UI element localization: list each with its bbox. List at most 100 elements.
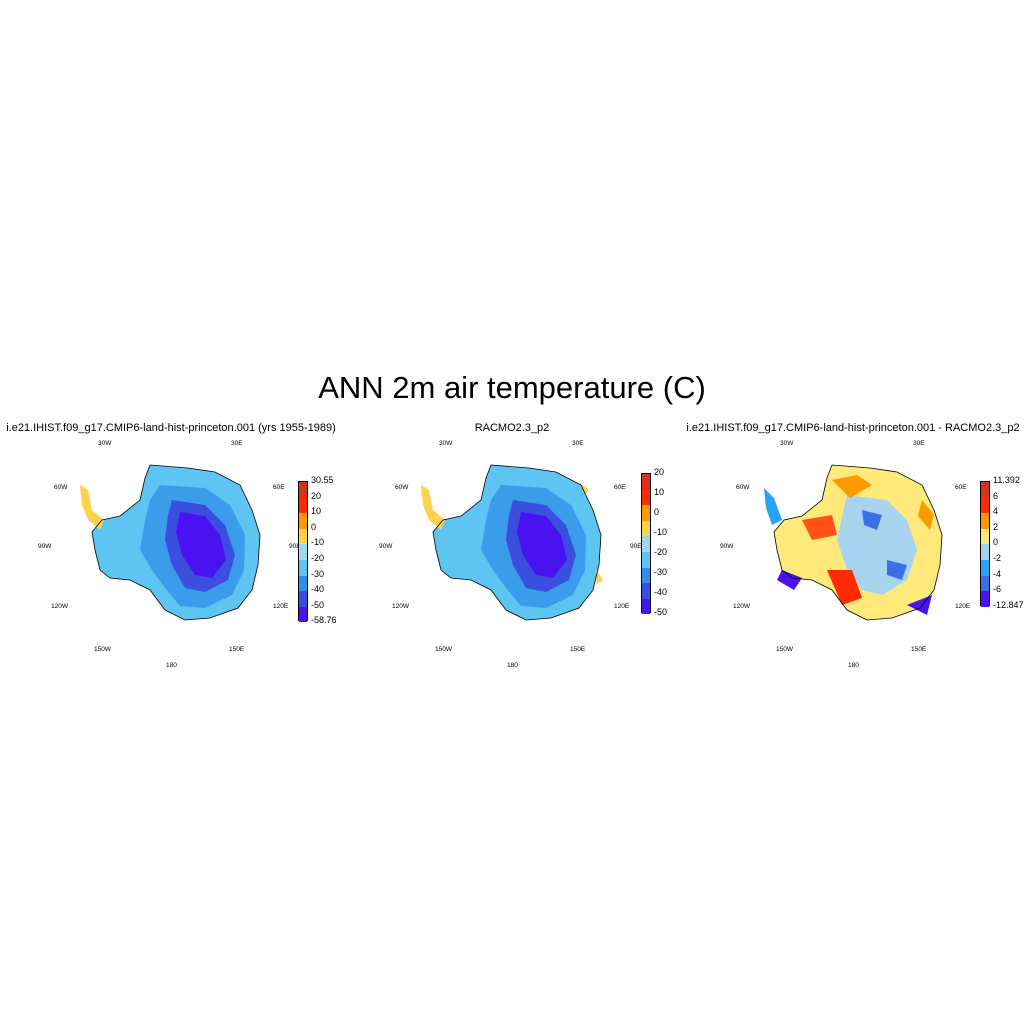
lon-label: 180 [166, 662, 177, 669]
antarctica-map [764, 464, 943, 621]
colorbar-label: -50 [311, 599, 325, 610]
colorbar-label: 0 [654, 507, 660, 518]
lon-label: 90E [289, 543, 301, 550]
colorbar-swatch [981, 497, 989, 514]
lon-label: 150E [911, 646, 927, 653]
colorbar-swatch [981, 544, 989, 560]
colorbar-swatch [642, 489, 650, 506]
colorbar-label: 20 [654, 467, 665, 477]
colorbar-swatch [642, 567, 650, 584]
colorbar-swatch [299, 606, 307, 623]
colorbar-label: 0 [311, 521, 317, 532]
colorbar-label: -58.76 [311, 615, 337, 626]
colorbar-swatches [980, 481, 990, 607]
lon-label: 90E [630, 543, 642, 550]
panel-difference: i.e21.IHIST.f09_g17.CMIP6-land-hist-prin… [682, 420, 1023, 680]
colorbar-label: 6 [993, 490, 999, 501]
colorbar-label: -6 [993, 584, 1002, 595]
colorbar-label: 2 [993, 521, 999, 532]
lon-label: 120E [955, 603, 971, 610]
lon-label: 90W [720, 543, 734, 550]
lon-label: 30W [439, 440, 453, 447]
lon-label: 120E [273, 603, 289, 610]
colorbar-label: -40 [311, 584, 325, 595]
lon-label: 150E [570, 646, 586, 653]
colorbar-label: 20 [311, 490, 322, 501]
colorbar-swatch [642, 551, 650, 568]
panel-model: i.e21.IHIST.f09_g17.CMIP6-land-hist-prin… [0, 420, 341, 680]
lon-label: 120W [51, 603, 68, 610]
lon-label: 120W [733, 603, 750, 610]
colorbar-swatch [299, 575, 307, 592]
colorbar-swatch [981, 513, 989, 529]
colorbar-label: -40 [654, 587, 668, 598]
colorbar-label: -2 [993, 553, 1002, 563]
lon-label: 60E [273, 484, 285, 491]
colorbar-swatch [299, 544, 307, 560]
colorbar-swatch [981, 559, 989, 576]
lon-label: 60W [395, 484, 409, 491]
colorbar-swatch [981, 528, 989, 545]
colorbar-label: -12.847 [993, 599, 1024, 610]
colorbar-swatch [299, 497, 307, 514]
lon-label: 90W [379, 543, 393, 550]
map-shape [80, 464, 261, 621]
lon-label: 60E [614, 484, 626, 491]
colorbar-label: -20 [654, 547, 668, 558]
colorbar-swatches [641, 473, 651, 615]
colorbar-swatch [642, 474, 650, 490]
colorbar-swatch [299, 559, 307, 576]
map-shape [421, 464, 603, 621]
colorbar-label: -10 [311, 537, 325, 548]
colorbar-label: -30 [311, 568, 325, 579]
colorbar-label: -4 [993, 568, 1002, 579]
colorbar-label: 0 [993, 537, 999, 548]
colorbar-swatch [299, 482, 307, 498]
panel-racmo: RACMO2.3_p2 30W 30E 60W 60E 90W 90E 120W… [341, 420, 682, 680]
lon-label: 30W [98, 440, 112, 447]
colorbar-label: 30.55 [311, 475, 334, 485]
colorbar-label: -50 [654, 607, 668, 618]
panel-title: i.e21.IHIST.f09_g17.CMIP6-land-hist-prin… [6, 422, 336, 434]
colorbar-swatch [981, 591, 989, 607]
colorbar-swatch [642, 505, 650, 521]
lon-label: 120E [614, 603, 630, 610]
colorbar-swatch [642, 520, 650, 537]
main-title: ANN 2m air temperature (C) [318, 370, 706, 405]
antarctica-map [80, 464, 261, 621]
colorbar-label: -10 [654, 527, 668, 538]
colorbar-swatch [642, 536, 650, 552]
colorbar-swatch [981, 575, 989, 592]
lon-label: 90W [38, 543, 52, 550]
lon-label: 150W [94, 646, 111, 653]
colorbar-swatch [299, 513, 307, 529]
colorbar-label: 4 [993, 506, 999, 517]
colorbar-swatches [298, 481, 308, 623]
lon-label: 60E [955, 484, 967, 491]
colorbar-label: 10 [311, 506, 322, 517]
lon-label: 150E [229, 646, 245, 653]
colorbar-label: 11.392 [993, 475, 1020, 485]
panel-title: RACMO2.3_p2 [474, 422, 550, 434]
colorbar-label: 10 [654, 487, 665, 498]
colorbar-label: -30 [654, 567, 668, 578]
lon-label: 30E [231, 440, 243, 447]
lon-label: 180 [848, 662, 859, 669]
antarctica-map [421, 464, 603, 621]
colorbar-swatch [642, 598, 650, 615]
colorbar-swatch [981, 482, 989, 498]
lon-label: 60W [736, 484, 750, 491]
lon-label: 150W [435, 646, 452, 653]
map-shape [764, 464, 943, 621]
lon-label: 30E [913, 440, 925, 447]
colorbar-swatch [299, 591, 307, 607]
lon-label: 60W [54, 484, 68, 491]
panel-title: i.e21.IHIST.f09_g17.CMIP6-land-hist-prin… [686, 422, 1020, 434]
colorbar-swatch [299, 528, 307, 545]
lon-label: 120W [392, 603, 409, 610]
lon-label: 30E [572, 440, 584, 447]
lon-label: 150W [776, 646, 793, 653]
colorbar-label: -20 [311, 553, 325, 563]
lon-label: 180 [507, 662, 518, 669]
lon-label: 30W [780, 440, 794, 447]
